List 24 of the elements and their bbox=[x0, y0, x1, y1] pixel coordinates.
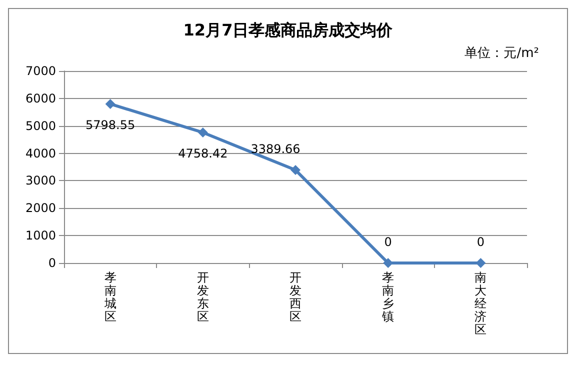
data-label: 4758.42 bbox=[178, 146, 228, 160]
chart-title: 12月7日孝感商品房成交均价 bbox=[183, 20, 394, 40]
y-tick-label: 7000 bbox=[25, 64, 56, 78]
point bbox=[105, 98, 116, 109]
x-tick-label: 孝南城区 bbox=[103, 270, 116, 324]
x-tick-label: 开发东区 bbox=[196, 270, 209, 324]
text: 单位：元/m² bbox=[464, 46, 540, 61]
data-label: 5798.55 bbox=[85, 118, 136, 132]
y-tick-label: 1000 bbox=[25, 228, 56, 243]
point bbox=[290, 165, 300, 176]
y-tick-label: 6000 bbox=[25, 91, 56, 106]
y-tick-label: 0 bbox=[48, 256, 56, 270]
x-tick-label: 开发西区 bbox=[290, 270, 302, 324]
point bbox=[198, 127, 208, 138]
x-tick-label: 南大经济区 bbox=[474, 270, 487, 336]
data-label: 0 bbox=[384, 235, 392, 249]
x-tick-label: 孝南乡镇 bbox=[381, 270, 394, 324]
y-tick-label: 5000 bbox=[25, 118, 56, 133]
y-tick-label: 2000 bbox=[25, 201, 56, 216]
data-label: 3389.66 bbox=[250, 142, 300, 156]
data-label: 0 bbox=[476, 235, 485, 249]
point bbox=[476, 258, 486, 268]
y-tick-label: 4000 bbox=[25, 146, 56, 160]
y-tick-label: 3000 bbox=[25, 174, 56, 188]
